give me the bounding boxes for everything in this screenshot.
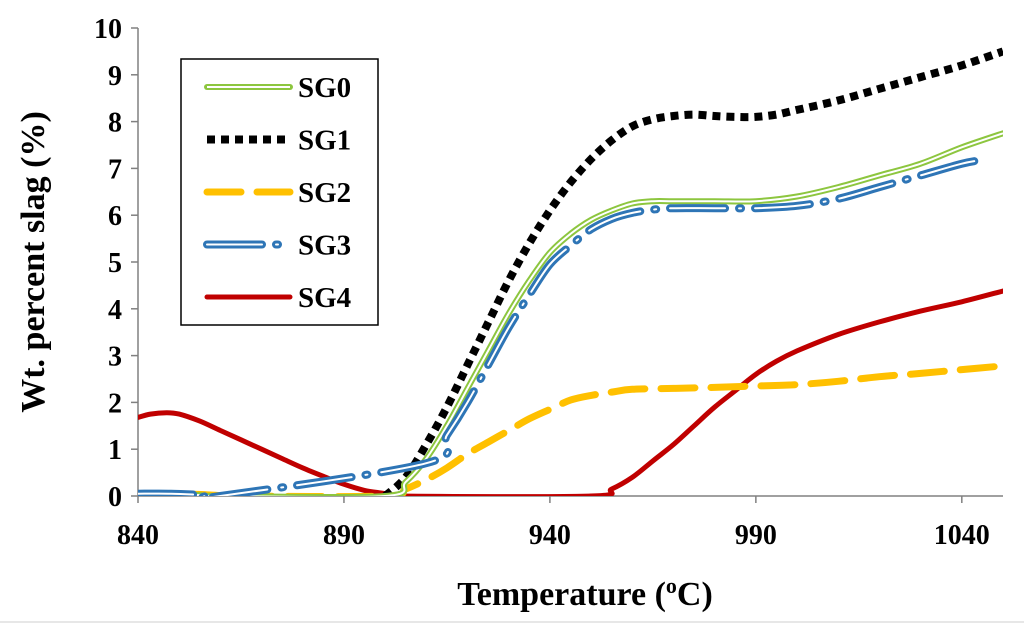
y-tick-label: 5 <box>108 248 122 279</box>
legend-sg0-label: SG0 <box>298 72 351 104</box>
series-sg1-line <box>382 47 1003 496</box>
x-tick-label: 840 <box>117 520 159 551</box>
x-tick-label: 940 <box>529 520 571 551</box>
series-sg1 <box>382 47 1003 496</box>
legend-sg4: SG4 <box>204 282 351 314</box>
legend: SG0 SG1 SG2 SG3 SG4 <box>180 58 379 326</box>
series-sg2-line <box>138 362 1003 496</box>
x-axis-title-sup: o <box>666 573 677 598</box>
y-tick-label: 7 <box>108 154 122 185</box>
series-sg0-line-inner <box>138 132 1003 496</box>
y-tick-label: 1 <box>108 435 122 466</box>
series-layer <box>138 47 1003 496</box>
legend-sg0: SG0 <box>204 72 351 104</box>
series-sg2 <box>138 362 1003 496</box>
x-ticks: 840 890 940 990 1040 <box>117 496 990 551</box>
series-sg4 <box>138 288 1003 496</box>
x-tick-label: 890 <box>323 520 365 551</box>
y-tick-label: 3 <box>108 342 122 373</box>
y-tick-label: 8 <box>108 108 122 139</box>
legend-sg3-label: SG3 <box>298 230 351 262</box>
y-axis-title: Wt. percent slag (%) <box>15 111 52 413</box>
x-tick-label: 990 <box>735 520 777 551</box>
legend-sg3: SG3 <box>203 230 351 262</box>
x-axis-title-unit: C) <box>677 576 713 613</box>
x-axis-title: Temperature (oC) <box>457 573 713 614</box>
series-sg0 <box>138 130 1003 496</box>
legend-sg2-label: SG2 <box>298 177 351 209</box>
y-tick-label: 6 <box>108 201 122 232</box>
y-tick-label: 2 <box>108 388 122 419</box>
y-ticks: 0 1 2 3 4 5 6 7 8 9 10 <box>94 14 138 513</box>
y-tick-label: 4 <box>108 295 122 326</box>
legend-sg4-label: SG4 <box>298 282 351 314</box>
legend-sg1: SG1 <box>207 125 351 157</box>
y-tick-label: 9 <box>108 61 122 92</box>
y-tick-label: 10 <box>94 14 122 45</box>
x-axis-title-main: Temperature ( <box>457 576 666 613</box>
x-tick-label: 1040 <box>934 520 990 551</box>
legend-sg1-label: SG1 <box>298 125 351 157</box>
legend-sg2: SG2 <box>203 177 351 209</box>
series-sg4-line <box>138 288 1003 496</box>
y-tick-label: 0 <box>108 482 122 513</box>
